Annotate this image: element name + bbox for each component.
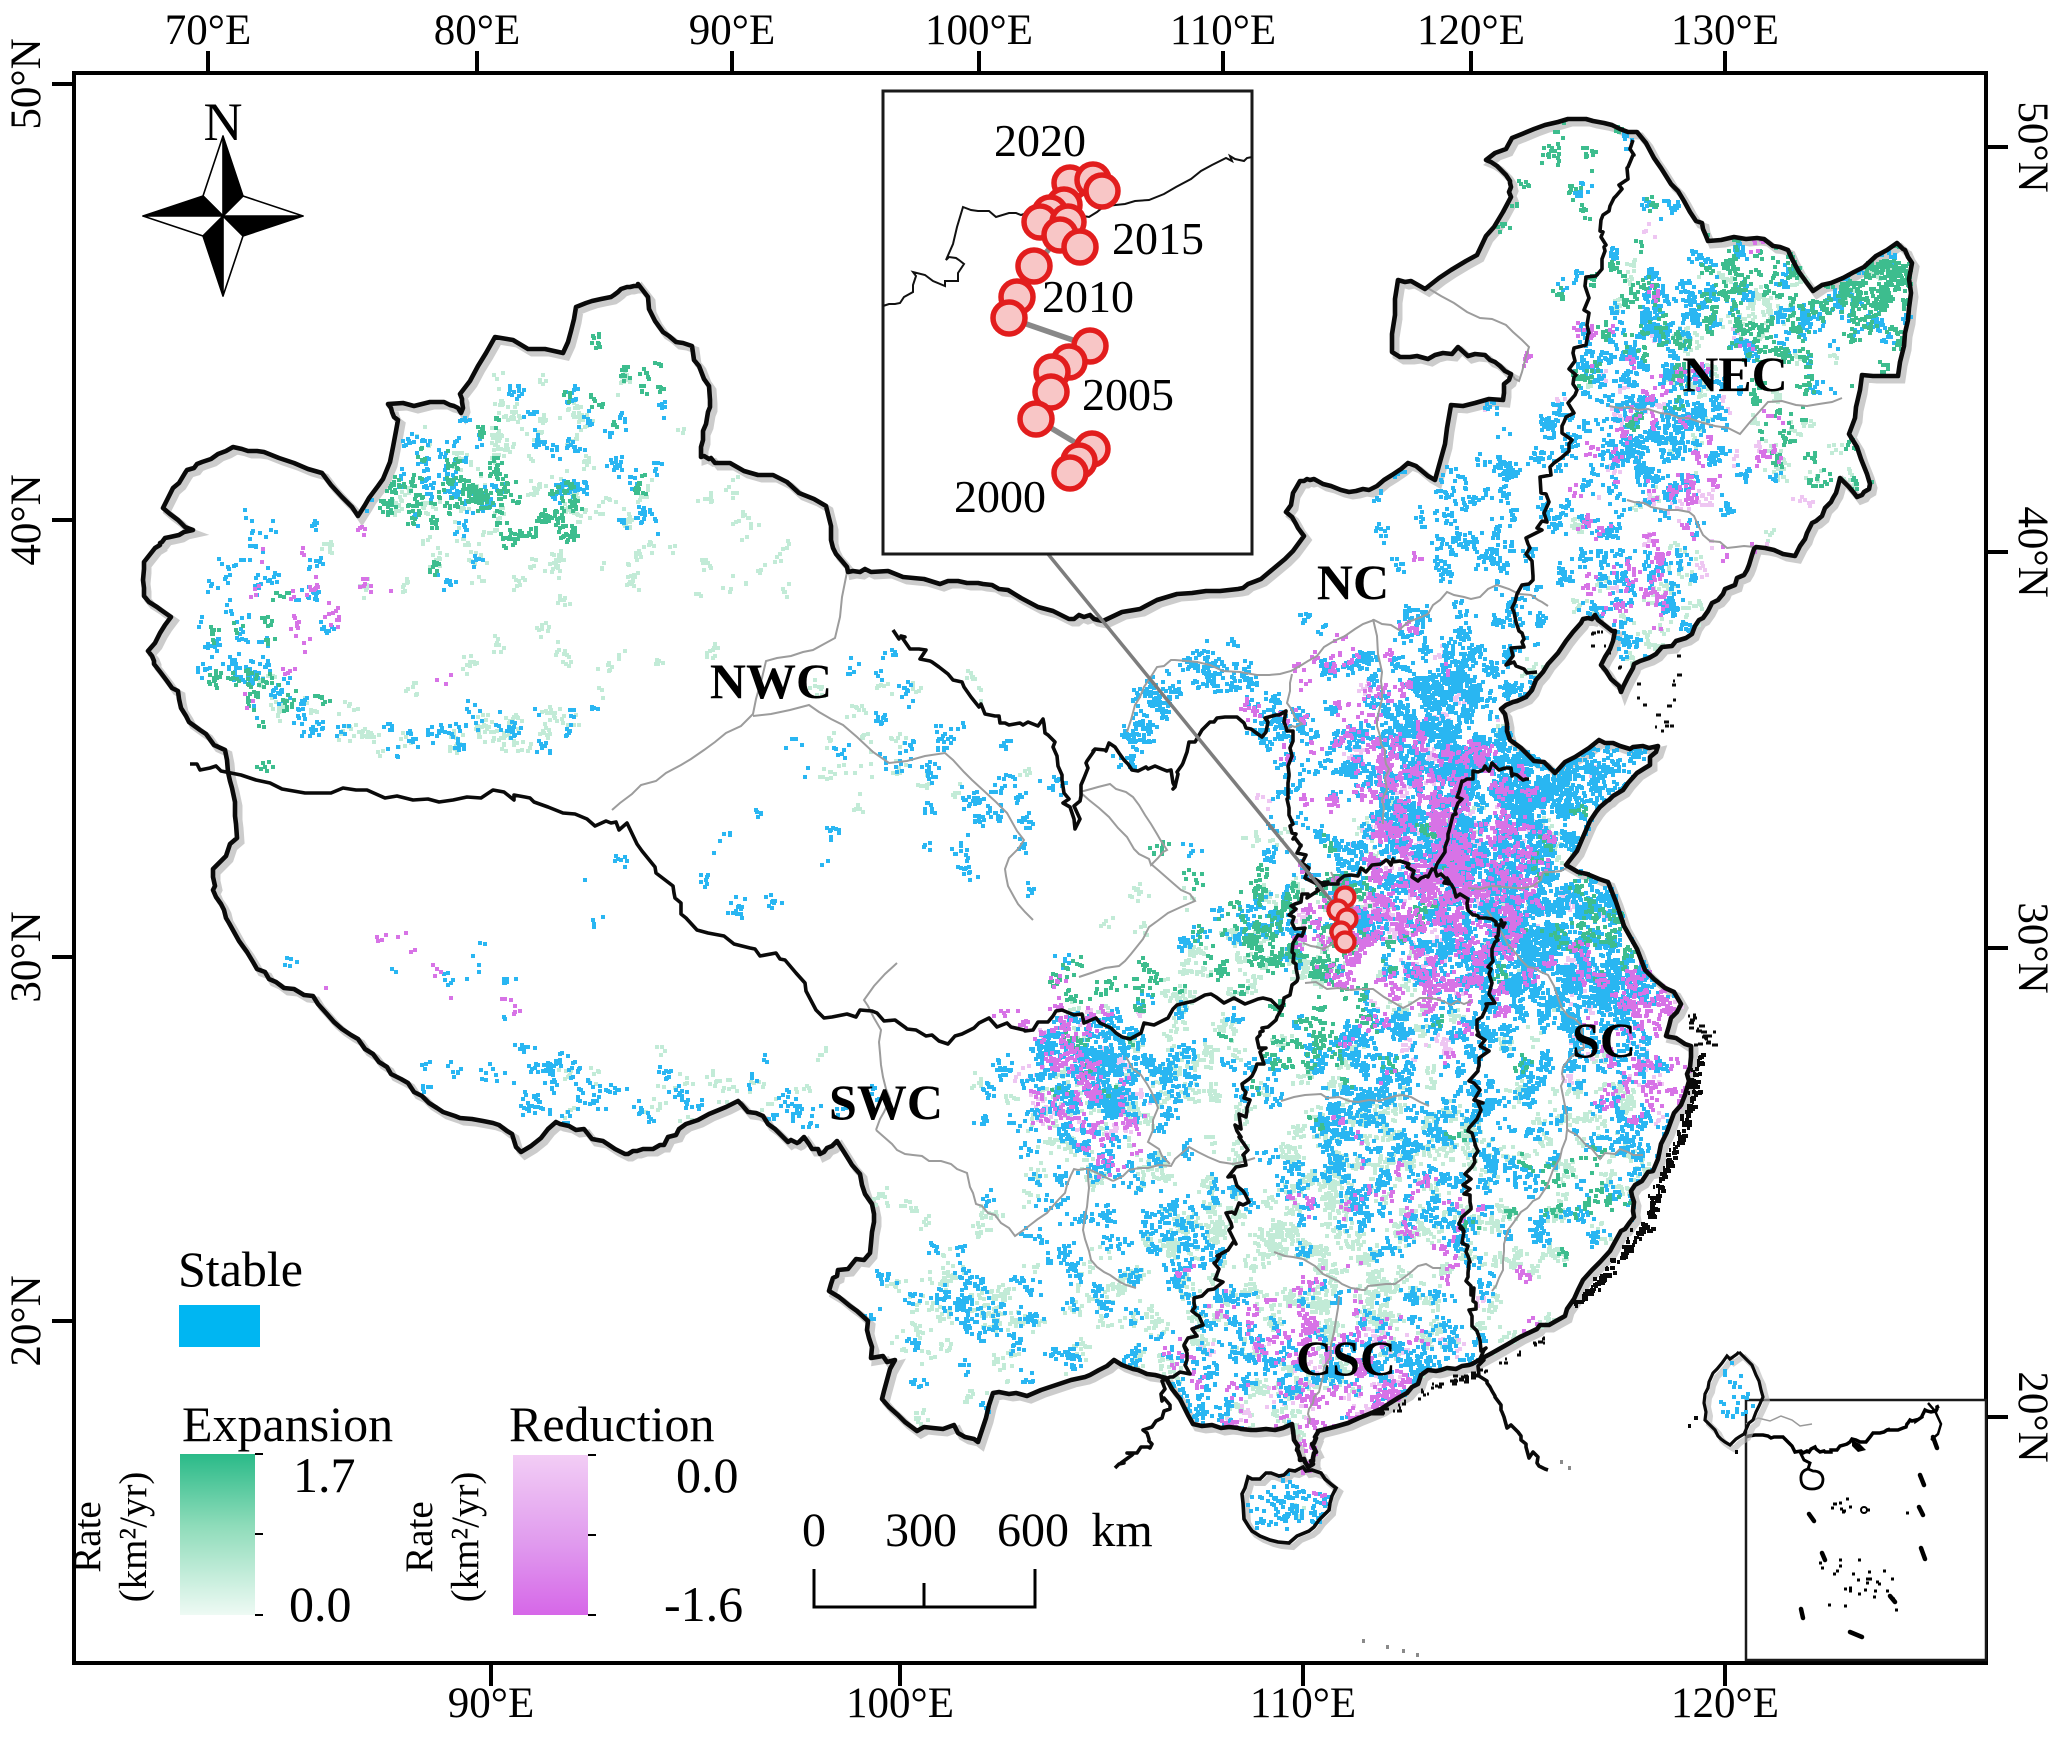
svg-text:0: 0 [802,1504,826,1557]
svg-text:(km²/yr): (km²/yr) [112,1472,155,1603]
svg-text:km: km [1091,1504,1152,1557]
svg-text:Rate: Rate [66,1501,109,1572]
svg-text:NC: NC [1317,554,1389,610]
svg-text:40°N: 40°N [2009,506,2056,597]
svg-text:NWC: NWC [710,653,832,709]
svg-text:-1.6: -1.6 [664,1576,743,1632]
svg-text:70°E: 70°E [165,7,251,54]
svg-text:0.0: 0.0 [676,1447,739,1503]
svg-text:2000: 2000 [954,471,1046,522]
svg-text:100°E: 100°E [846,1680,954,1727]
svg-text:2005: 2005 [1082,369,1174,420]
svg-text:600: 600 [997,1504,1069,1557]
svg-text:SWC: SWC [829,1074,943,1130]
svg-text:SC: SC [1572,1012,1636,1068]
svg-text:30°N: 30°N [2009,902,2056,993]
svg-text:1.7: 1.7 [293,1447,356,1503]
svg-text:Reduction: Reduction [509,1396,715,1452]
svg-text:120°E: 120°E [1417,7,1525,54]
svg-text:50°N: 50°N [2009,101,2056,192]
svg-text:20°N: 20°N [2009,1371,2056,1462]
svg-text:20°N: 20°N [3,1275,50,1366]
svg-text:40°N: 40°N [3,474,50,565]
svg-text:120°E: 120°E [1671,1680,1779,1727]
svg-text:CSC: CSC [1296,1330,1396,1386]
svg-text:30°N: 30°N [3,911,50,1002]
svg-text:Expansion: Expansion [182,1396,393,1452]
svg-text:130°E: 130°E [1671,7,1779,54]
svg-text:110°E: 110°E [1250,1680,1356,1727]
svg-text:90°E: 90°E [448,1680,534,1727]
svg-text:110°E: 110°E [1170,7,1276,54]
svg-text:(km²/yr): (km²/yr) [444,1472,487,1603]
svg-text:Rate: Rate [398,1501,441,1572]
svg-text:Stable: Stable [178,1241,303,1297]
svg-text:2020: 2020 [994,115,1086,166]
svg-text:100°E: 100°E [925,7,1033,54]
svg-text:50°N: 50°N [3,38,50,129]
svg-text:2015: 2015 [1112,213,1204,264]
svg-text:0.0: 0.0 [289,1576,352,1632]
svg-text:NEC: NEC [1682,346,1788,402]
svg-text:2010: 2010 [1042,271,1134,322]
svg-text:80°E: 80°E [434,7,520,54]
svg-text:90°E: 90°E [689,7,775,54]
svg-text:300: 300 [885,1504,957,1557]
